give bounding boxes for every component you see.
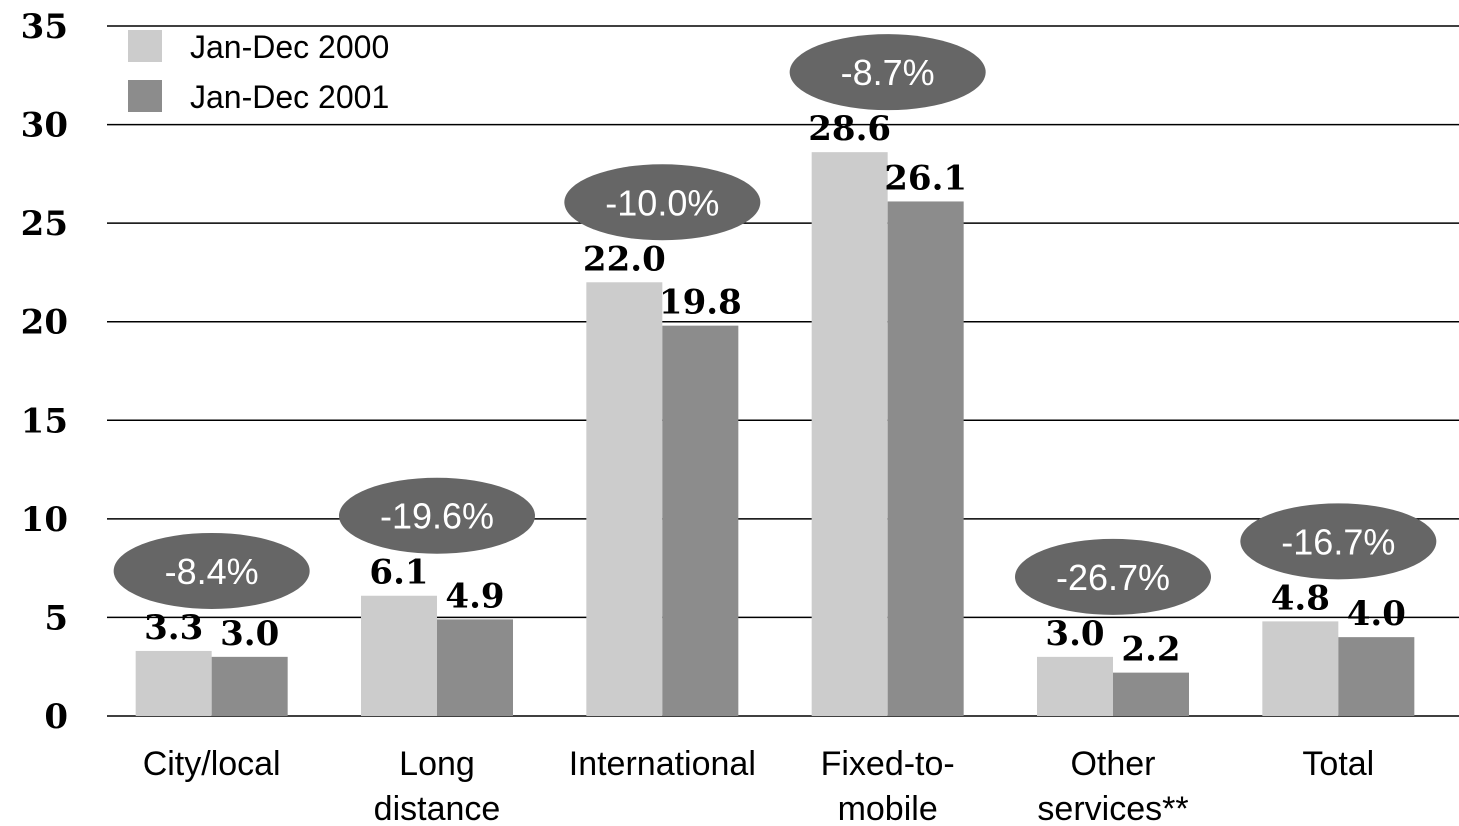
change-label: -26.7% — [1056, 557, 1170, 598]
y-tick-label: 25 — [21, 204, 68, 244]
value-label-2001: 4.9 — [445, 576, 504, 616]
value-label-2000: 22.0 — [583, 239, 666, 279]
change-badge — [339, 477, 535, 554]
legend-label: Jan-Dec 2000 — [190, 29, 389, 65]
y-tick-label: 0 — [44, 697, 68, 737]
x-category-label: Fixed-to- — [821, 745, 955, 783]
value-label-2001: 26.1 — [884, 158, 967, 198]
change-label: -10.0% — [605, 182, 719, 223]
bar-2001 — [1338, 637, 1415, 716]
legend-label: Jan-Dec 2001 — [190, 79, 389, 115]
x-category-label: distance — [374, 790, 501, 826]
x-category-label: Long — [399, 745, 475, 783]
grid-layer — [107, 25, 1459, 717]
value-label-2000: 28.6 — [808, 109, 891, 149]
x-category-label: services** — [1037, 790, 1188, 826]
change-badge — [564, 164, 761, 241]
bar-2000 — [1037, 656, 1113, 716]
bar-2000 — [1262, 621, 1339, 716]
value-label-2001: 2.2 — [1121, 630, 1180, 670]
bar-2000 — [811, 152, 888, 716]
change-label: -16.7% — [1281, 521, 1395, 562]
bar-2001 — [437, 619, 513, 716]
bar-2001 — [662, 325, 739, 716]
y-tick-label: 5 — [44, 598, 68, 638]
value-label-2000: 3.0 — [1045, 614, 1104, 654]
bar-2000 — [586, 282, 663, 716]
legend-swatch — [128, 80, 162, 112]
change-label: -19.6% — [380, 496, 494, 537]
y-tick-label: 35 — [21, 7, 68, 47]
y-tick-label: 30 — [21, 106, 68, 146]
x-category-label: Other — [1070, 745, 1155, 783]
x-category-label: City/local — [143, 745, 281, 783]
value-label-2000: 3.3 — [144, 608, 203, 648]
bar-layer — [135, 152, 1415, 716]
bar-2001 — [1113, 672, 1189, 716]
x-category-label: International — [569, 745, 756, 783]
legend: Jan-Dec 2000 Jan-Dec 2001 — [128, 29, 389, 115]
x-category-label: Total — [1302, 745, 1374, 783]
legend-swatch — [128, 30, 162, 62]
value-label-2001: 19.8 — [659, 283, 742, 323]
change-label: -8.7% — [841, 52, 935, 93]
y-tick-label: 10 — [21, 500, 68, 540]
value-label-2000: 6.1 — [369, 553, 428, 593]
y-tick-label: 20 — [21, 303, 68, 343]
y-tick-label: 15 — [21, 401, 68, 441]
change-badge — [1240, 503, 1437, 580]
change-badge — [113, 532, 310, 609]
bar-2001 — [211, 656, 288, 716]
value-label-2001: 3.0 — [220, 614, 279, 654]
change-badge — [1015, 538, 1211, 615]
value-label-2001: 4.0 — [1347, 594, 1406, 634]
change-badge — [789, 34, 986, 111]
bar-2001 — [887, 201, 964, 716]
label-layer: 0 5 10 15 20 25 30 35 3.3 3.0 -8.4% City/local 6.1 4.… — [21, 7, 1437, 826]
value-label-2000: 4.8 — [1271, 578, 1330, 618]
change-label: -8.4% — [165, 551, 259, 592]
bar-2000 — [361, 595, 437, 716]
bar-2000 — [135, 650, 212, 716]
x-category-label: mobile — [838, 790, 938, 826]
